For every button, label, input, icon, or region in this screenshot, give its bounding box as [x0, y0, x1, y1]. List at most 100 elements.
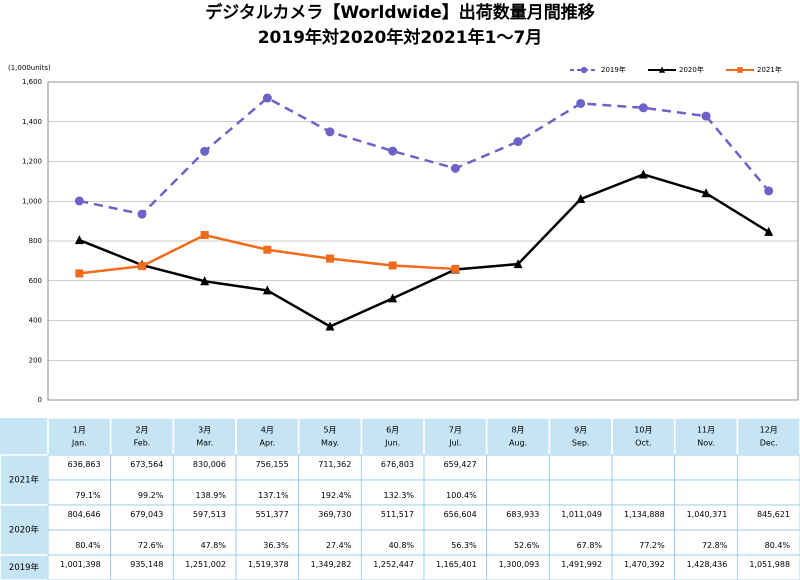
table-ratio: 132.3%	[384, 491, 415, 500]
table-cell	[423, 529, 488, 556]
table-cell	[47, 504, 112, 531]
table-cell	[235, 479, 300, 506]
header-month-en: Jul.	[448, 439, 461, 448]
table-cell	[298, 504, 362, 531]
table-value: 683,933	[506, 510, 539, 519]
marker	[200, 276, 210, 286]
marker	[262, 285, 272, 295]
table-ratio: 56.3%	[451, 541, 477, 550]
table-value: 1,519,378	[248, 560, 289, 569]
table-ratio: 40.8%	[389, 541, 415, 550]
table-cell	[674, 529, 738, 556]
y-tick-label: 0	[38, 396, 42, 404]
table-cell	[360, 554, 425, 580]
y-tick-label: 1,600	[22, 78, 42, 86]
y-tick-label: 400	[29, 317, 42, 325]
chart-title: デジタルカメラ【Worldwide】出荷数量月間推移	[205, 2, 595, 23]
table-header-bg	[0, 418, 800, 455]
marker	[200, 146, 210, 156]
header-month: 9月	[574, 426, 587, 435]
table-ratio: 77.2%	[639, 541, 665, 550]
table-cell	[172, 479, 237, 506]
series-line	[78, 173, 770, 328]
marker	[450, 163, 460, 173]
header-month-en: Feb.	[134, 439, 151, 448]
table-cell	[47, 554, 112, 580]
table-value: 656,604	[444, 510, 477, 519]
table-value: 804,646	[68, 510, 101, 519]
table-ratio: 72.8%	[702, 541, 728, 550]
table-cell	[423, 554, 488, 580]
marker	[74, 196, 84, 206]
y-tick-label: 1,400	[22, 118, 42, 126]
header-month-en: Sep.	[572, 439, 590, 448]
legend-label: 2020年	[679, 65, 704, 74]
header-month: 10月	[634, 426, 652, 435]
table-cell	[172, 504, 237, 531]
table-cell	[360, 479, 425, 506]
table-cell	[47, 454, 112, 481]
marker	[388, 261, 397, 270]
table-cell	[110, 454, 174, 481]
table-ratio: 80.4%	[765, 541, 791, 550]
table-value: 659,427	[444, 460, 477, 469]
table-value: 679,043	[130, 510, 163, 519]
table-cell	[110, 504, 174, 531]
table-cell	[548, 479, 613, 506]
marker	[326, 254, 335, 263]
table-value: 1,051,988	[749, 560, 790, 569]
table-cell	[736, 529, 800, 556]
header-month: 7月	[449, 426, 462, 435]
y-axis-label: (1,000units)	[8, 64, 51, 72]
legend-marker	[737, 67, 743, 73]
legend-label: 2021年	[757, 65, 782, 74]
table-value: 1,252,447	[373, 560, 414, 569]
table-cell	[110, 529, 174, 556]
table-cell	[360, 454, 425, 481]
header-month: 12月	[760, 426, 778, 435]
table-cell	[548, 504, 613, 531]
marker	[388, 293, 398, 303]
table-ratio: 192.4%	[321, 491, 352, 500]
table-cell	[235, 504, 300, 531]
table-cell	[611, 479, 676, 506]
header-month: 4月	[261, 426, 274, 435]
y-tick-label: 1,200	[22, 158, 42, 166]
table-ratio: 138.9%	[195, 491, 226, 500]
marker	[138, 262, 147, 271]
header-month: 5月	[323, 426, 336, 435]
header-month-en: Mar.	[196, 439, 213, 448]
row-label: 2020年	[9, 525, 40, 536]
row-label: 2021年	[9, 475, 40, 486]
table-cell	[548, 554, 613, 580]
y-tick-label: 800	[29, 237, 42, 245]
table-cell	[172, 554, 237, 580]
table-cell	[486, 504, 550, 531]
header-month: 6月	[386, 426, 399, 435]
marker	[388, 146, 398, 156]
table-cell	[611, 454, 676, 481]
header-month-en: Apr.	[260, 439, 276, 448]
table-ratio: 36.3%	[263, 541, 289, 550]
marker	[701, 111, 711, 121]
table-value: 1,470,392	[624, 560, 665, 569]
table-value: 1,011,049	[561, 510, 602, 519]
table-cell	[548, 529, 613, 556]
table-value: 1,001,398	[60, 560, 101, 569]
table-cell	[736, 479, 800, 506]
table-value: 845,621	[757, 510, 790, 519]
header-month-en: Oct.	[635, 439, 651, 448]
table-cell	[736, 454, 800, 481]
marker	[513, 137, 523, 147]
table-cell	[674, 504, 738, 531]
table-ratio: 67.8%	[577, 541, 603, 550]
table-cell	[674, 454, 738, 481]
table-cell	[486, 479, 550, 506]
marker	[75, 269, 84, 278]
table-cell	[736, 554, 800, 580]
table-cell	[298, 529, 362, 556]
table-value: 1,428,436	[687, 560, 728, 569]
table-value: 676,803	[381, 460, 414, 469]
